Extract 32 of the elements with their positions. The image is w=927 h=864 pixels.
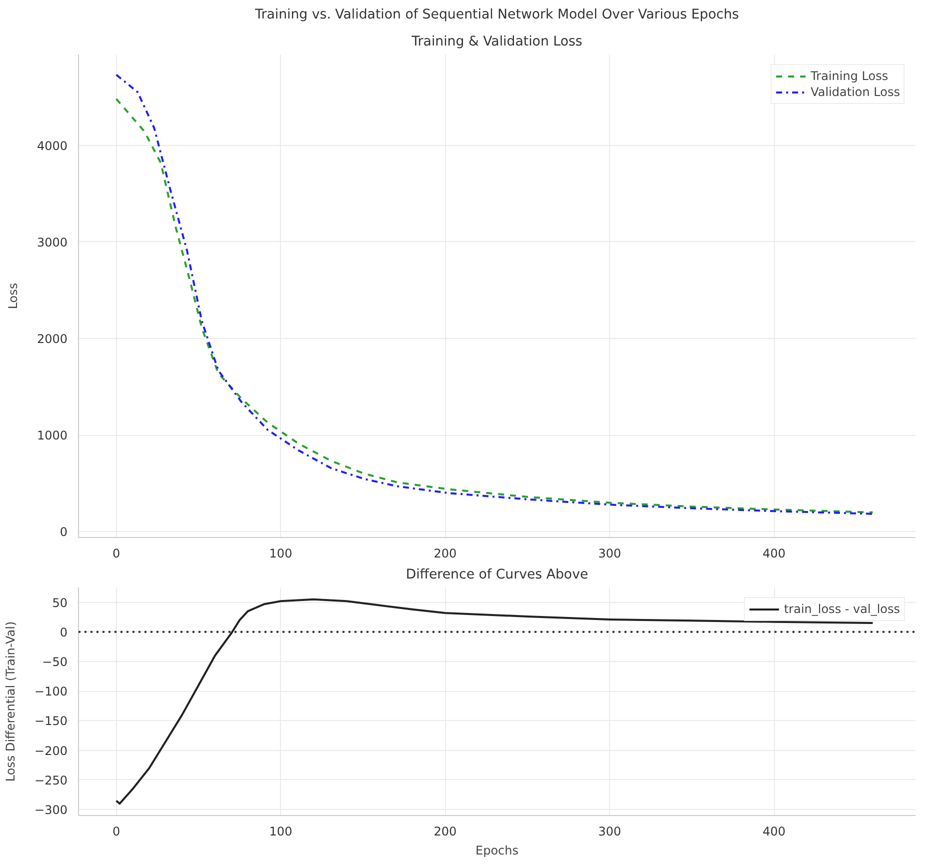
x-tick-label: 100	[269, 824, 292, 838]
x-axis-title: Epochs	[476, 844, 518, 858]
y-tick-label: 3000	[36, 235, 68, 250]
y-tick-label: 4000	[36, 138, 68, 153]
y-tick-label: −150	[34, 714, 68, 728]
legend-label: Training Loss	[810, 69, 888, 83]
x-tick-label: 0	[112, 824, 120, 838]
x-tick-label: 300	[598, 546, 622, 560]
chart-title: Training vs. Validation of Sequential Network Model Over Various Epochs	[254, 8, 740, 22]
x-tick-label: 300	[598, 824, 622, 838]
y-tick-label: −50	[42, 655, 68, 670]
y-tick-label: 50	[52, 596, 68, 610]
chart-title: Difference of Curves Above	[406, 568, 588, 582]
y-tick-label: −100	[34, 684, 68, 699]
y-tick-label: 1000	[36, 428, 68, 443]
x-tick-label: 0	[112, 546, 120, 560]
y-tick-label: 0	[60, 625, 68, 640]
chart-subtitle: Training & Validation Loss	[410, 34, 582, 50]
legend-label: Validation Loss	[810, 85, 900, 99]
legend-label: train_loss - val_loss	[784, 602, 900, 616]
x-tick-label: 400	[762, 824, 786, 838]
y-axis-title: Loss Differential (Train-Val)	[4, 621, 18, 782]
y-tick-label: 0	[60, 525, 68, 540]
x-tick-label: 200	[434, 824, 457, 838]
y-tick-label: −250	[34, 773, 68, 788]
y-tick-label: −300	[34, 803, 68, 818]
y-tick-label: −200	[34, 744, 68, 758]
y-tick-label: 2000	[36, 332, 68, 346]
x-tick-label: 400	[762, 546, 786, 560]
x-tick-label: 100	[269, 546, 292, 560]
x-tick-label: 200	[434, 546, 457, 560]
y-axis-title: Loss	[6, 282, 20, 310]
